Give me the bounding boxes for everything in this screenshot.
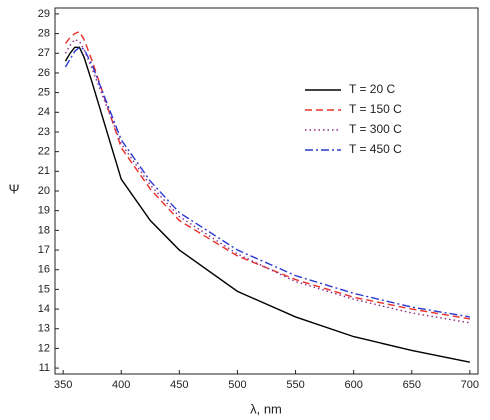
y-tick-label: 17	[38, 244, 50, 256]
y-tick-label: 12	[38, 342, 50, 354]
y-tick-label: 29	[38, 8, 50, 20]
y-tick-label: 23	[38, 126, 50, 138]
plot-frame	[54, 7, 479, 375]
y-tick-label: 20	[38, 185, 50, 197]
y-tick-label: 21	[38, 165, 50, 177]
x-tick-label: 650	[403, 379, 421, 391]
x-tick-label: 500	[228, 379, 246, 391]
y-tick-label: 15	[38, 283, 50, 295]
series-line	[64, 46, 470, 318]
y-tick-label: 14	[38, 303, 50, 315]
legend-label: T = 450 C	[349, 142, 402, 156]
y-tick-label: 22	[38, 146, 50, 158]
y-axis-label: Ψ	[9, 181, 20, 196]
y-tick-label: 28	[38, 27, 50, 39]
series-line	[64, 46, 471, 363]
y-tick-label: 18	[38, 224, 50, 236]
x-tick-label: 700	[461, 379, 479, 391]
series-line	[64, 30, 470, 320]
y-tick-label: 25	[38, 87, 50, 99]
y-tick-label: 19	[38, 205, 50, 217]
x-tick-label: 350	[54, 379, 72, 391]
y-tick-label: 26	[38, 67, 50, 79]
series-line	[64, 38, 470, 324]
y-tick-label: 27	[38, 47, 50, 59]
y-tick-label: 11	[39, 362, 50, 374]
legend-label: T = 300 C	[349, 122, 402, 136]
x-tick-label: 600	[344, 379, 362, 391]
x-axis-label: λ, nm	[250, 401, 282, 416]
x-tick-label: 550	[286, 379, 304, 391]
x-tick-label: 450	[170, 379, 188, 391]
x-tick-label: 400	[112, 379, 130, 391]
y-tick-label: 24	[38, 106, 50, 118]
y-tick-label: 13	[38, 323, 50, 335]
y-tick-label: 16	[38, 264, 50, 276]
legend-label: T = 150 C	[349, 102, 402, 116]
legend-label: T = 20 C	[349, 82, 395, 96]
